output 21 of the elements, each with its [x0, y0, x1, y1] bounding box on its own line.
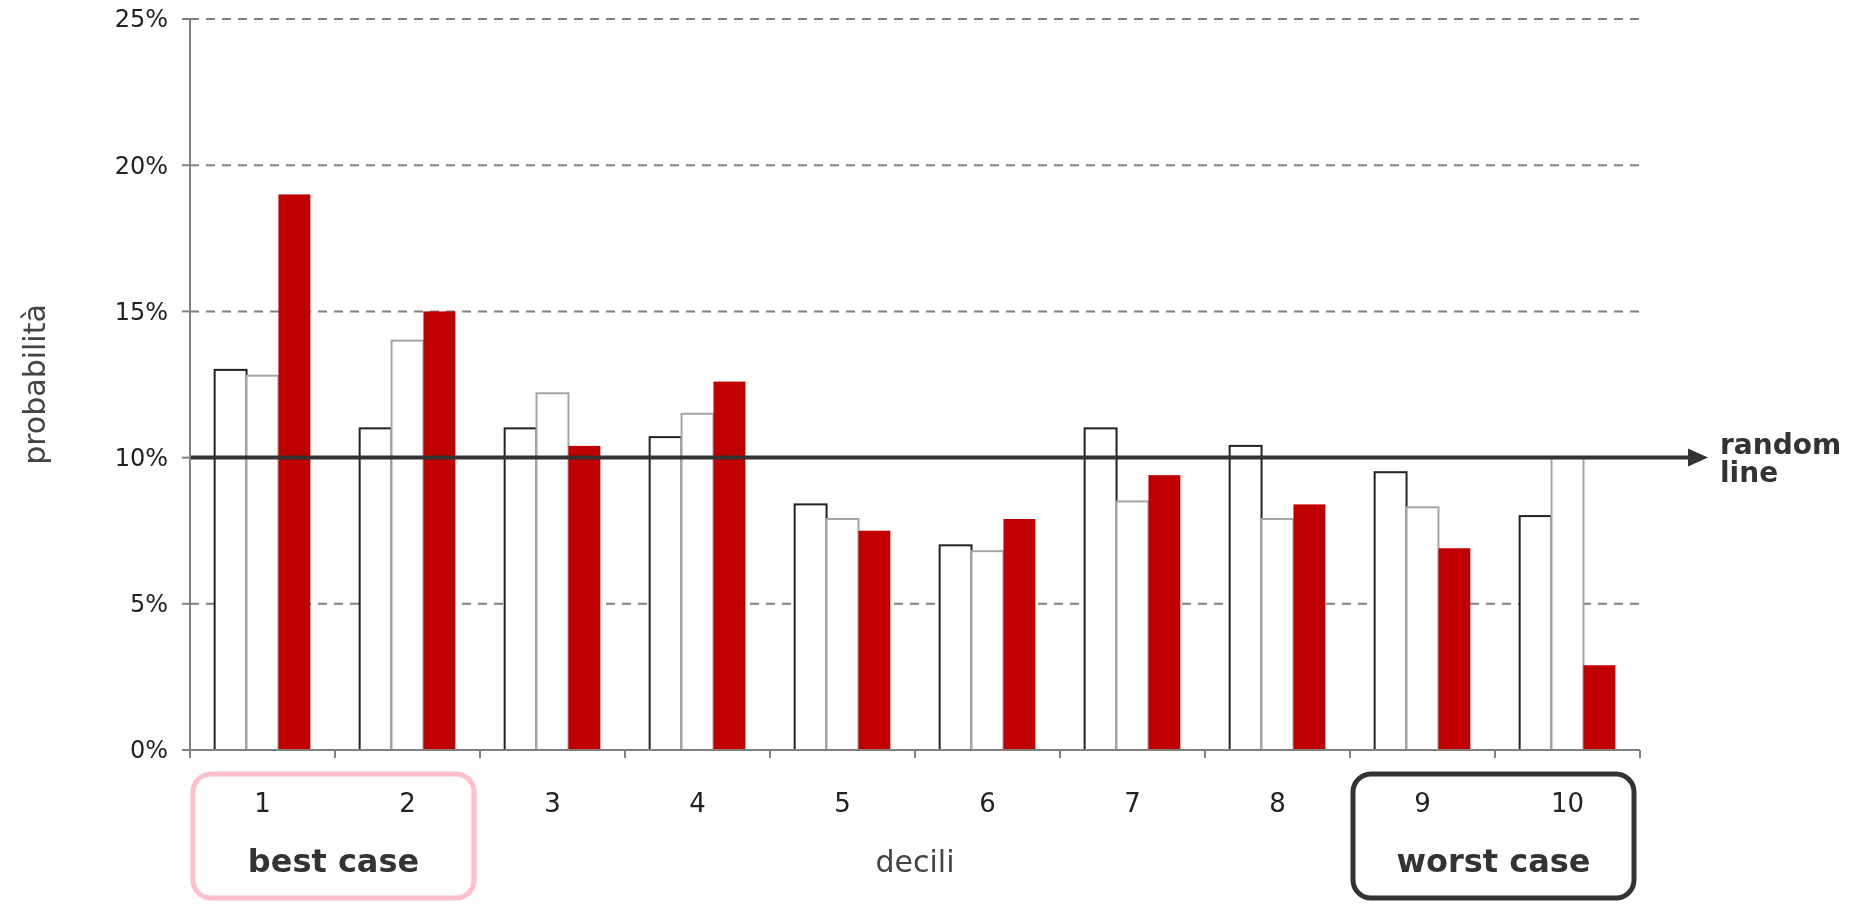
text: worst case: [1396, 842, 1591, 880]
x-tick-label: 2: [399, 788, 416, 818]
ref-line-label: random line: [1720, 427, 1842, 489]
x-axis-title: decili: [875, 844, 955, 879]
x-tick-label: 1: [254, 788, 271, 818]
x-tick-label: 6: [979, 788, 996, 818]
x-tick-label: 7: [1124, 788, 1141, 818]
x-tick-label: 5: [834, 788, 851, 818]
y-tick-label: 5%: [129, 590, 168, 619]
y-tick-label: 10%: [114, 444, 168, 472]
text: best case: [247, 842, 420, 880]
x-tick-label: 8: [1269, 788, 1286, 818]
y-tick-label: 0%: [129, 736, 168, 765]
y-tick-label: 15%: [114, 297, 168, 326]
y-tick-label: 25%: [114, 5, 168, 34]
y-tick-label: 20%: [114, 151, 168, 180]
x-tick-label: 9: [1414, 788, 1431, 818]
x-tick-label: 10: [1550, 788, 1585, 818]
y-axis-title: probabilità: [17, 304, 52, 465]
x-tick-label: 4: [689, 788, 706, 818]
x-tick-label: 3: [544, 788, 561, 818]
